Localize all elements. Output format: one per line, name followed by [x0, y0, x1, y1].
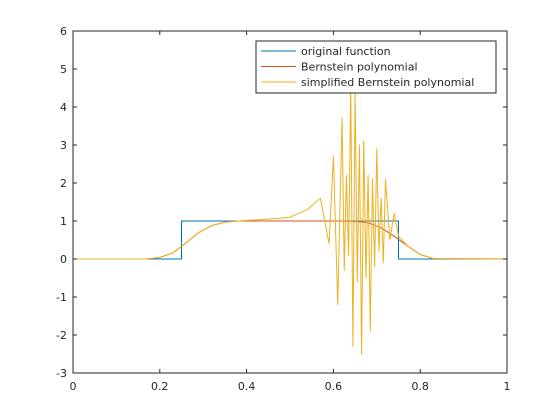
x-tick-label: 0.6 [325, 380, 343, 393]
y-tick-label: 6 [60, 25, 67, 38]
y-tick-label: -1 [56, 291, 67, 304]
legend: original function Bernstein polynomial sim… [255, 40, 497, 94]
axes-box [72, 30, 508, 374]
x-tick-label: 0 [70, 380, 77, 393]
y-tick-label: 5 [60, 63, 67, 76]
x-tick-label: 0.8 [411, 380, 429, 393]
legend-label: Bernstein polynomial [301, 61, 418, 74]
x-tick-label: 1 [504, 380, 511, 393]
axes-layer: 0 0.2 0.4 0.6 0.8 1 -3 -2 -1 0 1 2 3 4 5 6 [56, 25, 510, 393]
y-tick-label: -3 [56, 367, 67, 380]
y-tick-label: -2 [56, 329, 67, 342]
x-tick-label: 0.4 [238, 380, 256, 393]
y-tick-label: 0 [60, 253, 67, 266]
legend-label: simplified Bernstein polynomial [301, 76, 474, 89]
series-layer [73, 87, 508, 355]
y-tick-label: 4 [60, 101, 67, 114]
y-tick-label: 3 [60, 139, 67, 152]
series-line-2 [73, 87, 508, 355]
x-tick-label: 0.2 [151, 380, 169, 393]
legend-label: original function [301, 45, 391, 58]
y-tick-label: 1 [60, 215, 67, 228]
y-tick-label: 2 [60, 177, 67, 190]
